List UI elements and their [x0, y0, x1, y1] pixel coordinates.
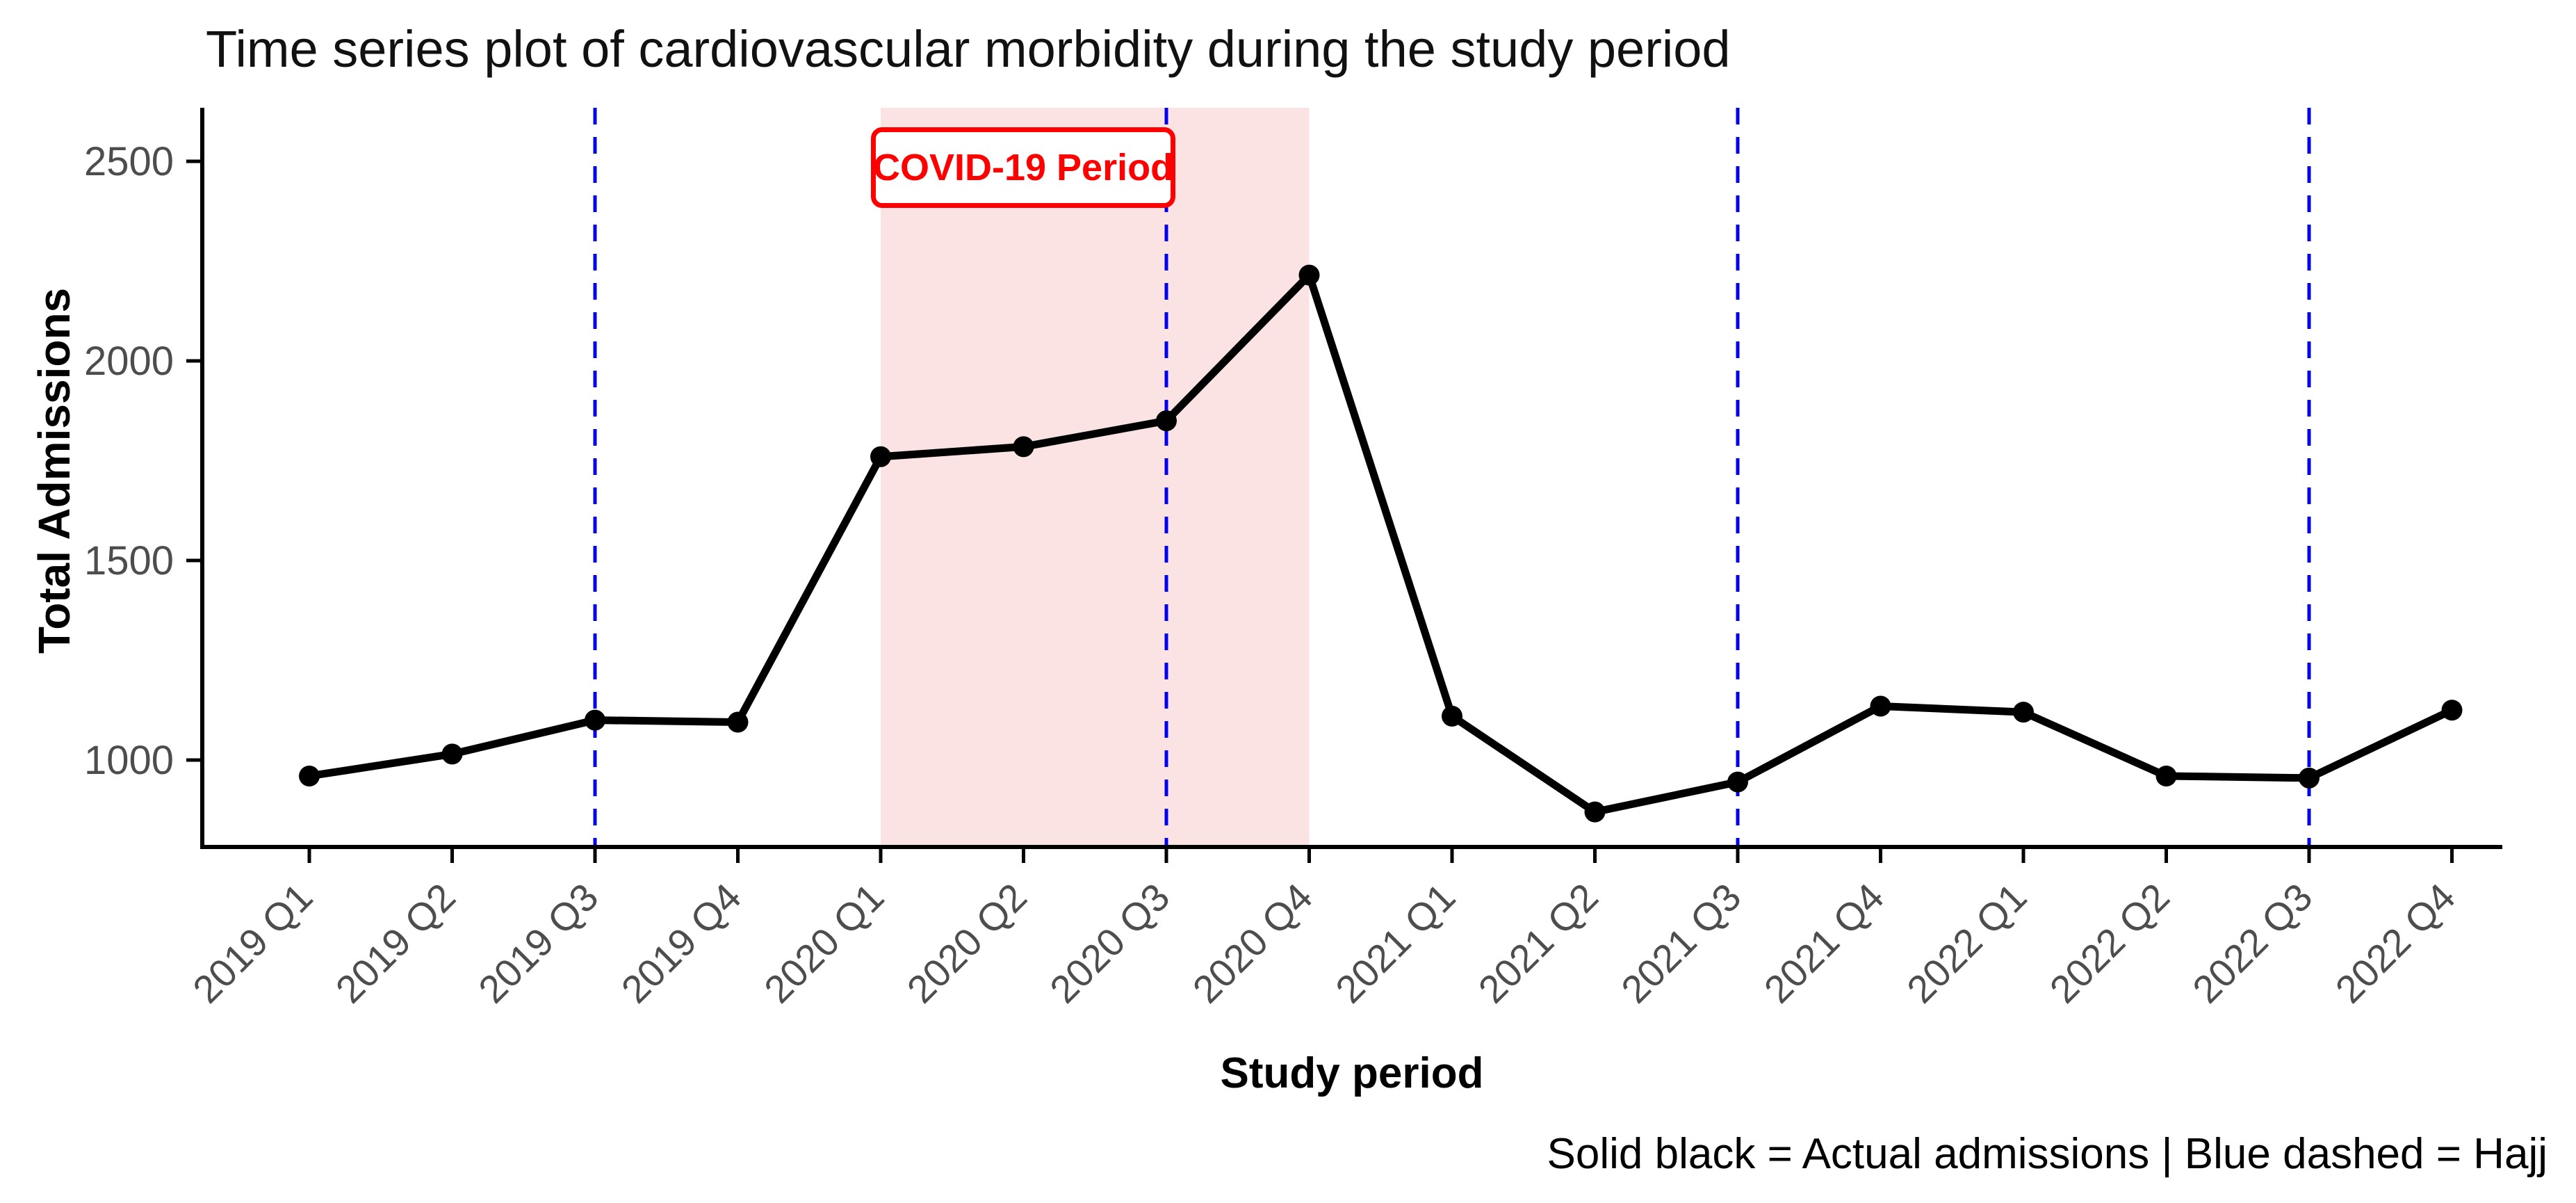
y-axis-title: Total Admissions	[29, 287, 79, 654]
x-tick-label: 2021 Q3	[1613, 875, 1749, 1011]
x-tick-label: 2019 Q1	[184, 875, 320, 1011]
data-point	[870, 446, 891, 467]
covid-band	[881, 108, 1310, 847]
admissions-line	[305, 271, 2456, 816]
data-point	[1442, 705, 1462, 727]
data-point	[2299, 767, 2320, 789]
y-tick-label: 1000	[84, 738, 174, 783]
x-tick-label: 2021 Q2	[1470, 875, 1606, 1011]
x-tick-label: 2019 Q3	[470, 875, 606, 1011]
y-tick-label: 2500	[84, 139, 174, 184]
x-tick-label: 2020 Q1	[756, 875, 892, 1011]
x-axis-title: Study period	[1220, 1049, 1484, 1097]
chart-caption: Solid black = Actual admissions | Blue d…	[1547, 1130, 2548, 1178]
data-point	[1727, 771, 1748, 793]
x-tick-label: 2022 Q2	[2041, 875, 2178, 1011]
y-tick-label: 1500	[84, 538, 174, 583]
x-tick-label: 2022 Q1	[1898, 875, 2035, 1011]
data-point	[1013, 436, 1034, 458]
data-point	[1156, 410, 1177, 432]
data-point	[2013, 702, 2034, 723]
data-point	[1584, 801, 1606, 823]
x-tick-label: 2021 Q4	[1756, 875, 1892, 1011]
data-point	[727, 711, 749, 733]
data-point	[585, 709, 605, 731]
data-point	[299, 765, 320, 786]
x-tick-label: 2021 Q1	[1327, 875, 1463, 1011]
covid-period-label: COVID-19 Period	[871, 127, 1175, 208]
x-tick-label: 2022 Q3	[2184, 875, 2320, 1011]
data-point	[2441, 700, 2463, 721]
x-tick-label: 2019 Q4	[613, 875, 749, 1011]
chart-title: Time series plot of cardiovascular morbi…	[206, 20, 1731, 78]
data-point	[1298, 264, 1320, 286]
x-tick-label: 2022 Q4	[2327, 875, 2463, 1011]
x-tick-label: 2020 Q4	[1184, 875, 1321, 1011]
data-point	[1870, 695, 1891, 717]
y-tick-label: 2000	[84, 339, 174, 384]
x-tick-label: 2020 Q2	[899, 875, 1035, 1011]
data-point	[2155, 765, 2177, 786]
x-tick-label: 2020 Q3	[1041, 875, 1177, 1011]
data-point	[441, 743, 463, 765]
x-tick-label: 2019 Q2	[327, 875, 464, 1011]
